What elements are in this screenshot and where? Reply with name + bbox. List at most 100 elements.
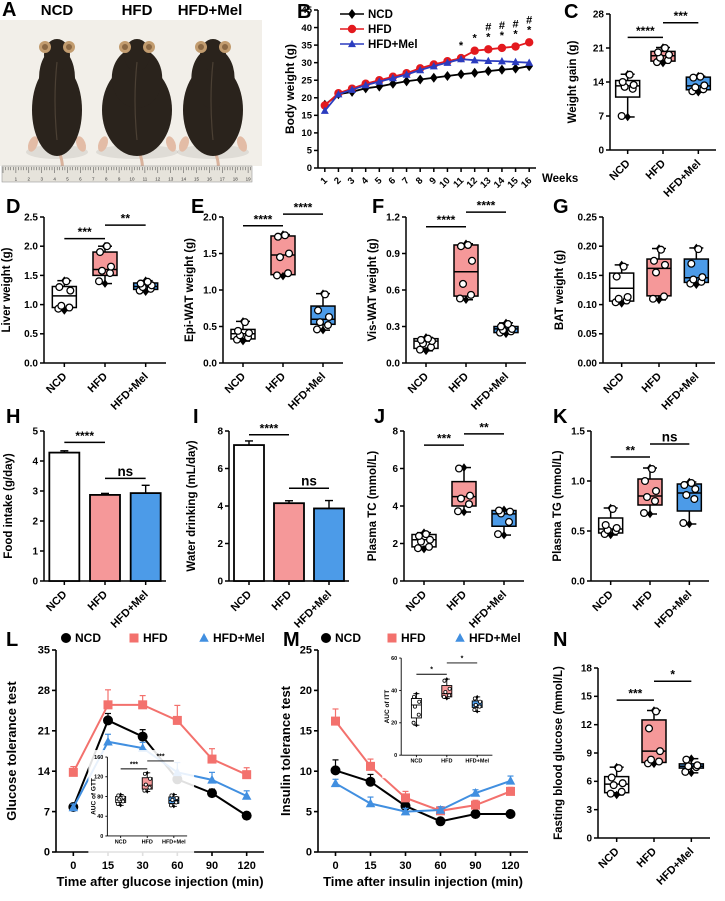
svg-text:0.5: 0.5 xyxy=(203,322,217,333)
svg-text:4: 4 xyxy=(32,456,38,467)
panel-C-letter: C xyxy=(564,1,579,23)
svg-text:HFD+Mel: HFD+Mel xyxy=(465,759,489,765)
svg-text:2.0: 2.0 xyxy=(203,212,217,223)
svg-text:HFD: HFD xyxy=(86,371,111,396)
panel-D: D 0.0 0.5 1.0 1.5 2.0 2.5 Liver weight (g) NCD H… xyxy=(0,195,183,413)
svg-text:NCD: NCD xyxy=(406,371,431,396)
panel-M-chart: 0 5 10 15 20 25 Insulin tolerance test 0 15 30 60 9… xyxy=(278,631,528,889)
svg-text:HFD: HFD xyxy=(143,631,168,645)
svg-text:NCD: NCD xyxy=(44,589,69,614)
svg-text:2.5: 2.5 xyxy=(24,212,38,223)
svg-text:NCD: NCD xyxy=(596,846,621,871)
panel-E: E 0.0 0.5 1.0 1.5 2.0 Epi-WAT weight (g) NCD HF… xyxy=(183,195,366,413)
svg-text:6: 6 xyxy=(387,175,399,187)
svg-text:28: 28 xyxy=(38,685,50,697)
svg-text:NCD: NCD xyxy=(335,631,361,645)
svg-text:5: 5 xyxy=(66,177,69,182)
svg-text:0: 0 xyxy=(70,860,76,872)
svg-text:Vis-WAT weight (g): Vis-WAT weight (g) xyxy=(367,238,379,341)
svg-text:0.00: 0.00 xyxy=(578,358,598,369)
svg-text:9: 9 xyxy=(586,748,592,759)
svg-text:3: 3 xyxy=(32,486,38,497)
svg-text:Plasma TC (mmol/L): Plasma TC (mmol/L) xyxy=(367,451,379,562)
svg-text:*: * xyxy=(473,33,478,45)
svg-text:HFD: HFD xyxy=(264,371,289,396)
svg-text:HFD+Mel: HFD+Mel xyxy=(368,39,418,51)
svg-text:25: 25 xyxy=(300,645,312,657)
svg-text:0.05: 0.05 xyxy=(578,329,598,340)
svg-text:*: * xyxy=(670,668,675,682)
svg-text:5: 5 xyxy=(373,175,385,187)
svg-text:HFD+Mel: HFD+Mel xyxy=(162,839,186,845)
panel-A: A NCD HFD HFD+Mel 1 2 3 4 5 6 7 8 9 10 11 12 13 14 15 16 17… xyxy=(0,0,262,192)
svg-text:19: 19 xyxy=(246,177,252,182)
svg-text:1.5: 1.5 xyxy=(571,426,585,437)
svg-text:*: * xyxy=(513,29,518,41)
svg-text:*: * xyxy=(527,24,532,36)
svg-text:12: 12 xyxy=(155,177,161,182)
svg-text:7: 7 xyxy=(92,177,95,182)
svg-text:HFD: HFD xyxy=(441,759,452,765)
panel-L-letter: L xyxy=(6,629,19,651)
panel-D-letter: D xyxy=(6,196,21,218)
svg-text:0.15: 0.15 xyxy=(578,271,598,282)
svg-text:1.2: 1.2 xyxy=(386,212,400,223)
svg-text:3: 3 xyxy=(586,805,592,816)
svg-text:****: **** xyxy=(437,213,456,227)
svg-text:6: 6 xyxy=(586,777,592,788)
svg-text:HFD+Mel: HFD+Mel xyxy=(654,846,696,888)
svg-text:****: **** xyxy=(294,201,313,215)
svg-text:1.0: 1.0 xyxy=(24,300,38,311)
svg-text:0: 0 xyxy=(307,163,312,174)
svg-text:**: ** xyxy=(121,212,131,226)
svg-text:30: 30 xyxy=(301,58,312,69)
svg-text:0: 0 xyxy=(217,576,223,587)
svg-text:3: 3 xyxy=(40,177,43,182)
svg-text:10: 10 xyxy=(301,128,312,139)
svg-text:28: 28 xyxy=(593,9,605,20)
svg-text:3: 3 xyxy=(346,175,358,187)
panel-N: N 0 3 6 9 12 15 18 Fasting blood glucose (mmol/… xyxy=(546,622,725,901)
svg-text:15: 15 xyxy=(364,860,376,872)
svg-text:8: 8 xyxy=(414,175,426,187)
svg-text:6: 6 xyxy=(217,464,223,475)
svg-text:****: **** xyxy=(254,212,273,226)
svg-text:0: 0 xyxy=(586,833,592,844)
svg-text:2: 2 xyxy=(28,177,31,182)
svg-text:35: 35 xyxy=(38,645,50,657)
svg-text:HFD: HFD xyxy=(142,839,153,845)
panel-H-letter: H xyxy=(6,406,21,428)
svg-text:0.6: 0.6 xyxy=(386,285,400,296)
svg-text:9: 9 xyxy=(118,177,121,182)
svg-text:NCD: NCD xyxy=(44,371,69,396)
svg-text:ns: ns xyxy=(662,430,678,445)
svg-text:*: * xyxy=(430,667,433,674)
svg-text:NCD: NCD xyxy=(607,158,632,183)
svg-text:NCD: NCD xyxy=(601,371,626,396)
svg-text:8: 8 xyxy=(217,426,223,437)
svg-text:15: 15 xyxy=(102,860,114,872)
svg-text:Time after insulin injection: Time after insulin injection (min) xyxy=(323,874,523,889)
panel-H: H 0 1 2 3 4 5 Food intake (g/day) NCD HFD HFD+Mel… xyxy=(0,405,183,631)
svg-text:HFD: HFD xyxy=(86,589,111,614)
svg-text:NCD: NCD xyxy=(115,839,127,845)
svg-text:****: **** xyxy=(636,24,655,38)
svg-text:4: 4 xyxy=(359,175,371,187)
svg-text:Food intake (g/day): Food intake (g/day) xyxy=(3,453,15,559)
panel-L-chart: 0 7 14 21 28 35 Glucose tolerance test 0 15 30 60 9… xyxy=(4,631,265,889)
svg-text:20: 20 xyxy=(300,685,312,697)
svg-text:16: 16 xyxy=(519,175,534,190)
svg-text:5: 5 xyxy=(306,806,312,818)
svg-text:HFD: HFD xyxy=(445,589,470,614)
svg-text:60: 60 xyxy=(434,860,446,872)
svg-text:HFD: HFD xyxy=(635,846,660,871)
svg-text:Water drinking (mL/day): Water drinking (mL/day) xyxy=(186,440,198,571)
svg-text:***: *** xyxy=(674,9,688,23)
panel-A-letter: A xyxy=(2,0,17,21)
svg-text:Insulin tolerance test: Insulin tolerance test xyxy=(278,685,293,816)
svg-text:10: 10 xyxy=(437,175,452,190)
